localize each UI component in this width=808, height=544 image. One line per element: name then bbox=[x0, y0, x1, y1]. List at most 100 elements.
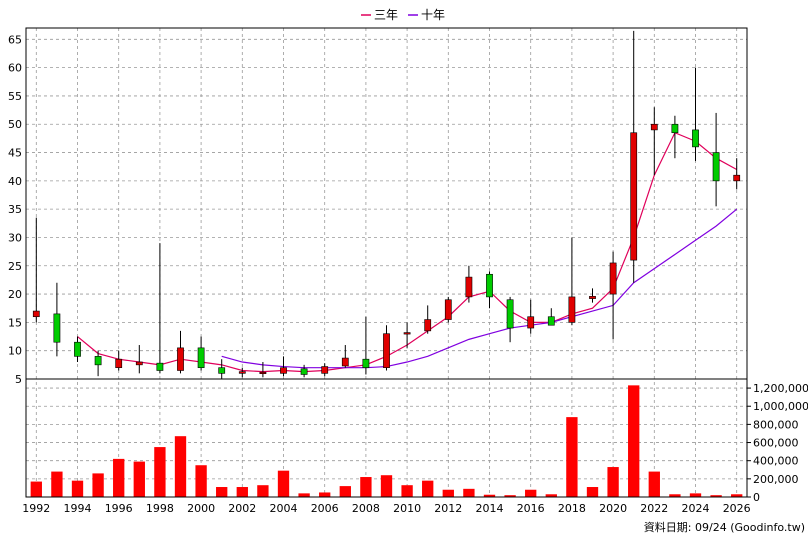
volume-bar bbox=[566, 417, 578, 497]
candle-body bbox=[383, 333, 390, 368]
price-tick-label: 15 bbox=[8, 316, 22, 329]
volume-bar bbox=[236, 487, 248, 497]
volume-bar bbox=[277, 470, 290, 497]
candle-body bbox=[609, 262, 617, 295]
volume-bar bbox=[195, 465, 207, 497]
volume-bar bbox=[92, 473, 104, 497]
volume-bar bbox=[30, 481, 42, 497]
candle-body bbox=[74, 341, 81, 357]
year-tick-label: 2026 bbox=[723, 502, 751, 515]
candle-body bbox=[444, 299, 452, 320]
volume-bar bbox=[607, 467, 619, 497]
year-tick-label: 2018 bbox=[558, 502, 586, 515]
candle-body bbox=[259, 371, 267, 375]
volume-bar bbox=[710, 495, 722, 497]
candle-body bbox=[733, 174, 741, 182]
price-tick-label: 25 bbox=[8, 260, 22, 273]
volume-tick-label: 600,000 bbox=[753, 437, 799, 450]
candle-body bbox=[135, 361, 143, 366]
volume-bar bbox=[525, 489, 537, 497]
candle-body bbox=[465, 276, 473, 298]
legend: 三年 十年 bbox=[361, 8, 445, 22]
candle-body bbox=[218, 367, 226, 374]
candle-body bbox=[238, 371, 246, 374]
year-tick-label: 2022 bbox=[640, 502, 668, 515]
volume-bar bbox=[154, 447, 166, 497]
candle-body bbox=[156, 362, 164, 371]
candle-body bbox=[362, 358, 370, 368]
volume-bar bbox=[483, 494, 496, 497]
year-tick-label: 2000 bbox=[187, 502, 215, 515]
candle-body bbox=[568, 296, 576, 323]
volume-bars bbox=[30, 385, 743, 497]
candle-body bbox=[630, 132, 638, 261]
candle-body bbox=[403, 332, 411, 335]
candle-body bbox=[527, 316, 535, 329]
candle-body bbox=[341, 357, 349, 367]
volume-bar bbox=[731, 494, 743, 497]
price-tick-label: 30 bbox=[8, 231, 22, 244]
price-tick-label: 35 bbox=[8, 203, 22, 216]
year-tick-label: 2014 bbox=[476, 502, 504, 515]
volume-bar bbox=[174, 436, 187, 497]
price-axis: 5 10 15 20 25 30 35 40 45 50 55 60 65 bbox=[8, 33, 22, 386]
candle-body bbox=[280, 367, 287, 374]
volume-bar bbox=[442, 489, 454, 497]
year-tick-label: 2024 bbox=[682, 502, 710, 515]
volume-bar bbox=[422, 480, 434, 497]
year-tick-label: 2004 bbox=[270, 502, 298, 515]
year-tick-label: 2002 bbox=[228, 502, 256, 515]
volume-bar bbox=[545, 494, 557, 497]
ten-year-average-line bbox=[221, 208, 738, 369]
year-tick-label: 1994 bbox=[64, 502, 92, 515]
volume-bar bbox=[669, 494, 681, 497]
candle-body bbox=[115, 358, 123, 368]
volume-bar bbox=[339, 486, 351, 497]
volume-bar bbox=[648, 471, 660, 497]
candle-body bbox=[712, 152, 720, 182]
candle-body bbox=[650, 123, 658, 131]
volume-bar bbox=[51, 471, 63, 497]
year-tick-label: 2016 bbox=[517, 502, 545, 515]
candle-body bbox=[197, 347, 205, 368]
source-note: 資料日期: 09/24 (Goodinfo.tw) bbox=[644, 520, 805, 534]
price-tick-label: 40 bbox=[8, 175, 22, 188]
volume-bar bbox=[71, 480, 84, 497]
legend-label-ten-year: 十年 bbox=[421, 8, 445, 22]
price-tick-label: 55 bbox=[8, 90, 22, 103]
volume-tick-label: 1,000,000 bbox=[753, 400, 808, 413]
price-tick-label: 60 bbox=[8, 62, 22, 75]
candle-body bbox=[94, 356, 102, 366]
candle-body bbox=[300, 368, 308, 375]
candlesticks bbox=[32, 30, 741, 379]
volume-tick-label: 200,000 bbox=[753, 473, 799, 486]
volume-bar bbox=[380, 475, 393, 497]
volume-bar bbox=[463, 488, 475, 497]
candle-body bbox=[424, 319, 432, 332]
volume-tick-label: 800,000 bbox=[753, 418, 799, 431]
year-tick-label: 2012 bbox=[434, 502, 462, 515]
candle-body bbox=[32, 310, 40, 318]
year-tick-label: 2020 bbox=[599, 502, 627, 515]
volume-bar bbox=[628, 385, 640, 497]
volume-bar bbox=[504, 495, 516, 497]
candle-body bbox=[692, 129, 699, 148]
volume-bar bbox=[586, 487, 599, 497]
volume-bar bbox=[257, 485, 269, 497]
year-tick-label: 1992 bbox=[22, 502, 50, 515]
year-tick-label: 2008 bbox=[352, 502, 380, 515]
volume-tick-label: 1,200,000 bbox=[753, 382, 808, 395]
year-tick-label: 1996 bbox=[105, 502, 133, 515]
candle-body bbox=[671, 123, 679, 134]
plot-frame bbox=[25, 27, 748, 498]
candle-body bbox=[506, 299, 514, 329]
volume-bar bbox=[216, 487, 228, 497]
candle-body bbox=[486, 273, 493, 298]
volume-bar bbox=[133, 461, 145, 497]
volume-bar bbox=[689, 493, 702, 497]
price-tick-label: 65 bbox=[8, 33, 22, 46]
volume-axis: 0 200,000 400,000 600,000 800,000 1,000,000 1,… bbox=[747, 382, 808, 504]
year-axis: 1992 1994 1996 1998 2000 2002 2004 2006 2008 2010… bbox=[22, 502, 750, 515]
volume-bar bbox=[113, 458, 125, 497]
